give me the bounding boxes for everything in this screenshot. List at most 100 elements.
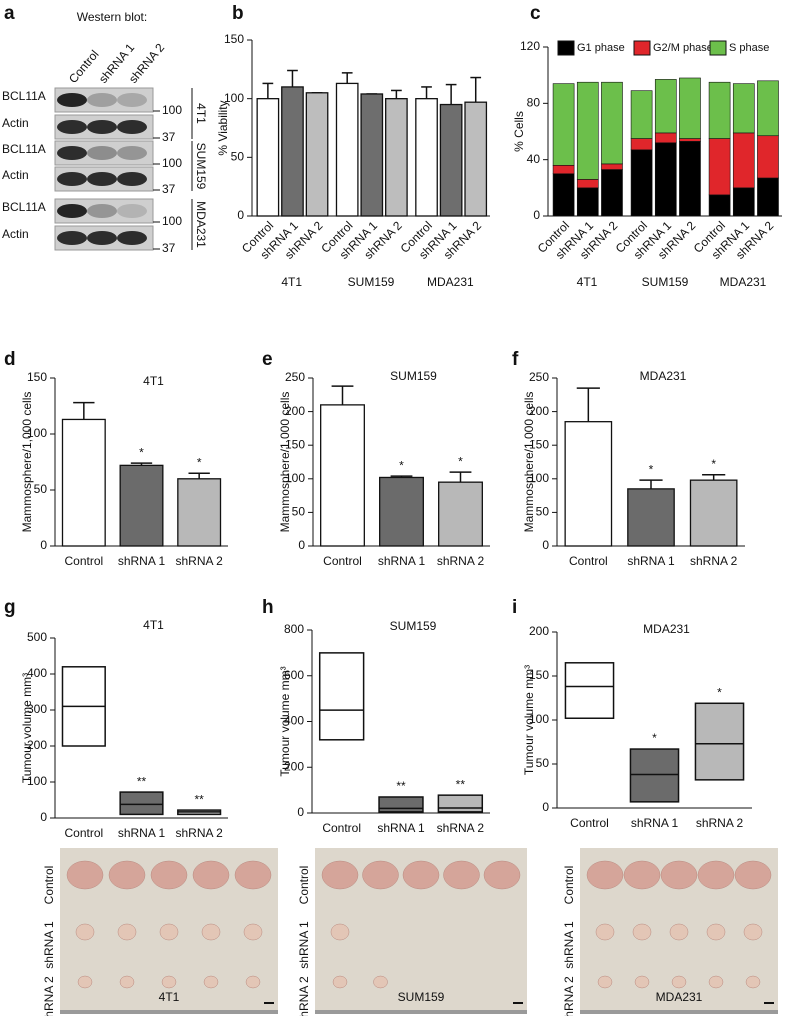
tumour [708,975,724,989]
x-tick-label: shRNA 2 [690,554,738,568]
blot-row-label: Actin [2,168,29,182]
y-tick-label: 150 [529,668,549,682]
significance: ** [194,792,204,806]
legend-label: G2/M phase [653,42,713,54]
tumour [321,860,359,890]
photo-caption: SUM159 [398,990,445,1004]
significance: ** [456,777,466,791]
y-tick-label: 100 [27,426,47,440]
panel-letter: a [4,3,15,24]
tumour [150,860,188,890]
bar-segment [552,83,575,166]
blot-band [87,231,117,245]
y-tick-label: 100 [224,91,244,105]
photo-row-label: Control [562,866,576,905]
tumour [483,860,521,890]
bar [256,98,280,217]
y-tick-label: 200 [27,738,47,752]
bar-segment [679,141,701,217]
y-axis-label: Mammosphere/1,000 cells [278,392,292,533]
box [318,652,365,741]
y-tick-label: 200 [284,759,304,773]
chart-title: SUM159 [390,619,437,633]
y-tick-label: 50 [536,505,550,519]
blot-band [57,120,87,134]
y-tick-label: 500 [27,630,47,644]
bar [281,86,304,217]
box [694,702,745,781]
y-tick-label: 40 [527,152,541,166]
legend-label: S phase [729,42,769,54]
panel-letter: b [232,3,244,24]
tumour [119,975,135,989]
blot-row-label: BCL11A [2,200,46,214]
tumour [597,975,613,989]
bar [379,476,424,547]
y-tick-label: 0 [533,208,540,222]
bar-segment [630,149,653,217]
panel-letter: f [512,349,519,370]
lane-label: Control [66,47,102,86]
x-tick-label: shRNA 2 [696,816,744,830]
bar-segment [630,90,653,139]
x-tick-label: shRNA 1 [627,554,675,568]
y-tick-label: 200 [529,404,549,418]
tumour [586,860,624,890]
y-tick-label: 400 [284,714,304,728]
blot-marker: 37 [162,182,176,196]
bar [689,479,738,547]
y-tick-label: 100 [529,471,549,485]
tumour [243,923,263,941]
x-tick-label: shRNA 2 [175,554,223,568]
blot-marker: 37 [162,241,176,255]
significance: * [139,445,144,459]
tumour [362,860,399,890]
x-tick-label: Control [323,554,362,568]
blot-band [117,231,147,245]
y-tick-label: 120 [520,39,540,53]
photo-ruler [60,1010,278,1014]
group-label: MDA231 [720,275,767,289]
chart-title: 4T1 [143,618,164,632]
blot-marker: 37 [162,130,176,144]
tumour [373,975,388,989]
bar-segment [552,165,575,175]
blot-band [117,146,147,160]
panel-letter: g [4,597,16,618]
panel-letter: c [530,3,541,24]
y-tick-label: 150 [224,32,244,46]
y-axis-label: % Viability [216,100,230,155]
group-label: 4T1 [577,275,598,289]
blot-row-label: BCL11A [2,142,46,156]
chart-title: MDA231 [643,622,690,636]
panel-letter: h [262,597,274,618]
bar-segment [732,187,755,217]
bar-segment [630,138,653,151]
tumour [697,860,735,890]
legend-swatch [709,40,727,56]
tumour [161,975,177,989]
blot-marker: 100 [162,156,182,170]
legend-swatch [557,40,575,56]
tumour [330,923,350,941]
cell-line-label: 4T1 [194,103,208,124]
y-tick-label: 200 [285,404,305,418]
chart-title: SUM159 [390,369,437,383]
y-tick-label: 800 [284,622,304,636]
y-axis-label: Mammosphere/1,000 cells [522,392,536,533]
box [564,662,615,719]
cell-line-label: MDA231 [194,201,208,248]
y-axis-label: % Cells [512,111,526,152]
tumour [706,923,726,941]
tumour [66,860,104,890]
box [378,796,424,813]
blot-band [87,146,117,160]
bar-segment [732,83,755,134]
y-axis-label: Tumour volume mm³ [278,666,292,776]
bar-segment [654,142,677,217]
bar [464,101,488,217]
blot-strip [54,140,154,166]
x-tick-label: shRNA 1 [378,554,426,568]
y-tick-label: 250 [285,370,305,384]
